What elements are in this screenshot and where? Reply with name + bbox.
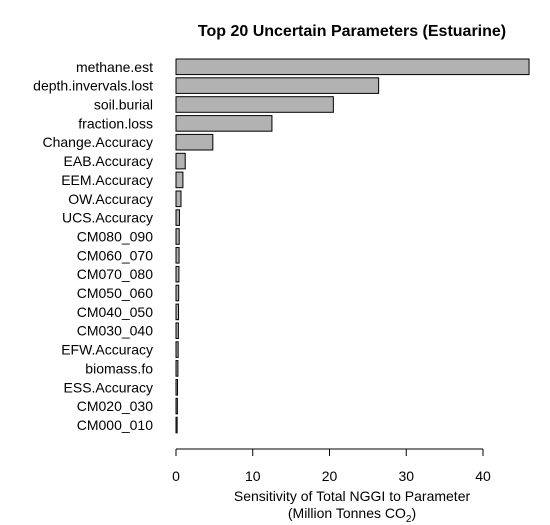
category-label-16: biomass.fo bbox=[85, 360, 153, 376]
bar-12 bbox=[176, 285, 179, 301]
category-label-17: ESS.Accuracy bbox=[64, 379, 153, 395]
category-label-5: EAB.Accuracy bbox=[64, 153, 153, 169]
category-label-7: OW.Accuracy bbox=[68, 191, 153, 207]
x-tick-label-2: 20 bbox=[322, 468, 338, 484]
x-tick-label-3: 30 bbox=[398, 468, 414, 484]
bar-13 bbox=[176, 304, 179, 320]
category-label-9: CM080_090 bbox=[77, 229, 153, 245]
x-tick-label-1: 10 bbox=[245, 468, 261, 484]
bar-16 bbox=[176, 361, 178, 377]
category-label-10: CM060_070 bbox=[77, 247, 153, 263]
category-label-15: EFW.Accuracy bbox=[61, 342, 153, 358]
bar-6 bbox=[176, 172, 183, 188]
category-label-4: Change.Accuracy bbox=[42, 134, 153, 150]
x-axis-label-prefix: (Million Tonnes CO bbox=[288, 505, 406, 521]
bars-group bbox=[176, 59, 529, 433]
category-label-0: methane.est bbox=[76, 59, 153, 75]
category-label-18: CM020_030 bbox=[77, 398, 153, 414]
category-label-13: CM040_050 bbox=[77, 304, 153, 320]
bar-4 bbox=[176, 134, 213, 150]
bar-14 bbox=[176, 323, 178, 339]
bar-15 bbox=[176, 342, 178, 358]
bar-10 bbox=[176, 248, 179, 264]
category-label-2: soil.burial bbox=[94, 97, 153, 113]
category-label-19: CM000_010 bbox=[77, 417, 153, 433]
bar-11 bbox=[176, 266, 179, 282]
x-axis-ticks: 0 10 20 30 40 bbox=[172, 449, 491, 484]
bar-1 bbox=[176, 78, 379, 94]
bar-9 bbox=[176, 229, 179, 245]
category-label-6: EEM.Accuracy bbox=[61, 172, 153, 188]
category-label-1: depth.invervals.lost bbox=[33, 78, 153, 94]
bar-0 bbox=[176, 59, 529, 75]
bar-5 bbox=[176, 153, 185, 169]
category-label-12: CM050_060 bbox=[77, 285, 153, 301]
x-tick-label-0: 0 bbox=[172, 468, 180, 484]
bar-3 bbox=[176, 116, 272, 132]
x-axis-label-suffix: ) bbox=[411, 505, 416, 521]
bar-7 bbox=[176, 191, 181, 207]
category-label-8: UCS.Accuracy bbox=[62, 210, 153, 226]
x-tick-label-4: 40 bbox=[475, 468, 491, 484]
bar-19 bbox=[176, 417, 177, 433]
bar-2 bbox=[176, 97, 333, 113]
category-label-14: CM030_040 bbox=[77, 323, 153, 339]
category-labels: methane.est depth.invervals.lost soil.buri… bbox=[33, 59, 153, 433]
x-axis-label-line1: Sensitivity of Total NGGI to Parameter bbox=[234, 488, 471, 504]
x-axis-label-line2: (Million Tonnes CO2) bbox=[288, 505, 416, 525]
category-label-3: fraction.loss bbox=[78, 115, 153, 131]
bar-17 bbox=[176, 380, 178, 396]
bar-18 bbox=[176, 398, 177, 414]
bar-8 bbox=[176, 210, 179, 226]
chart-title: Top 20 Uncertain Parameters (Estuarine) bbox=[198, 23, 506, 40]
category-label-11: CM070_080 bbox=[77, 266, 153, 282]
